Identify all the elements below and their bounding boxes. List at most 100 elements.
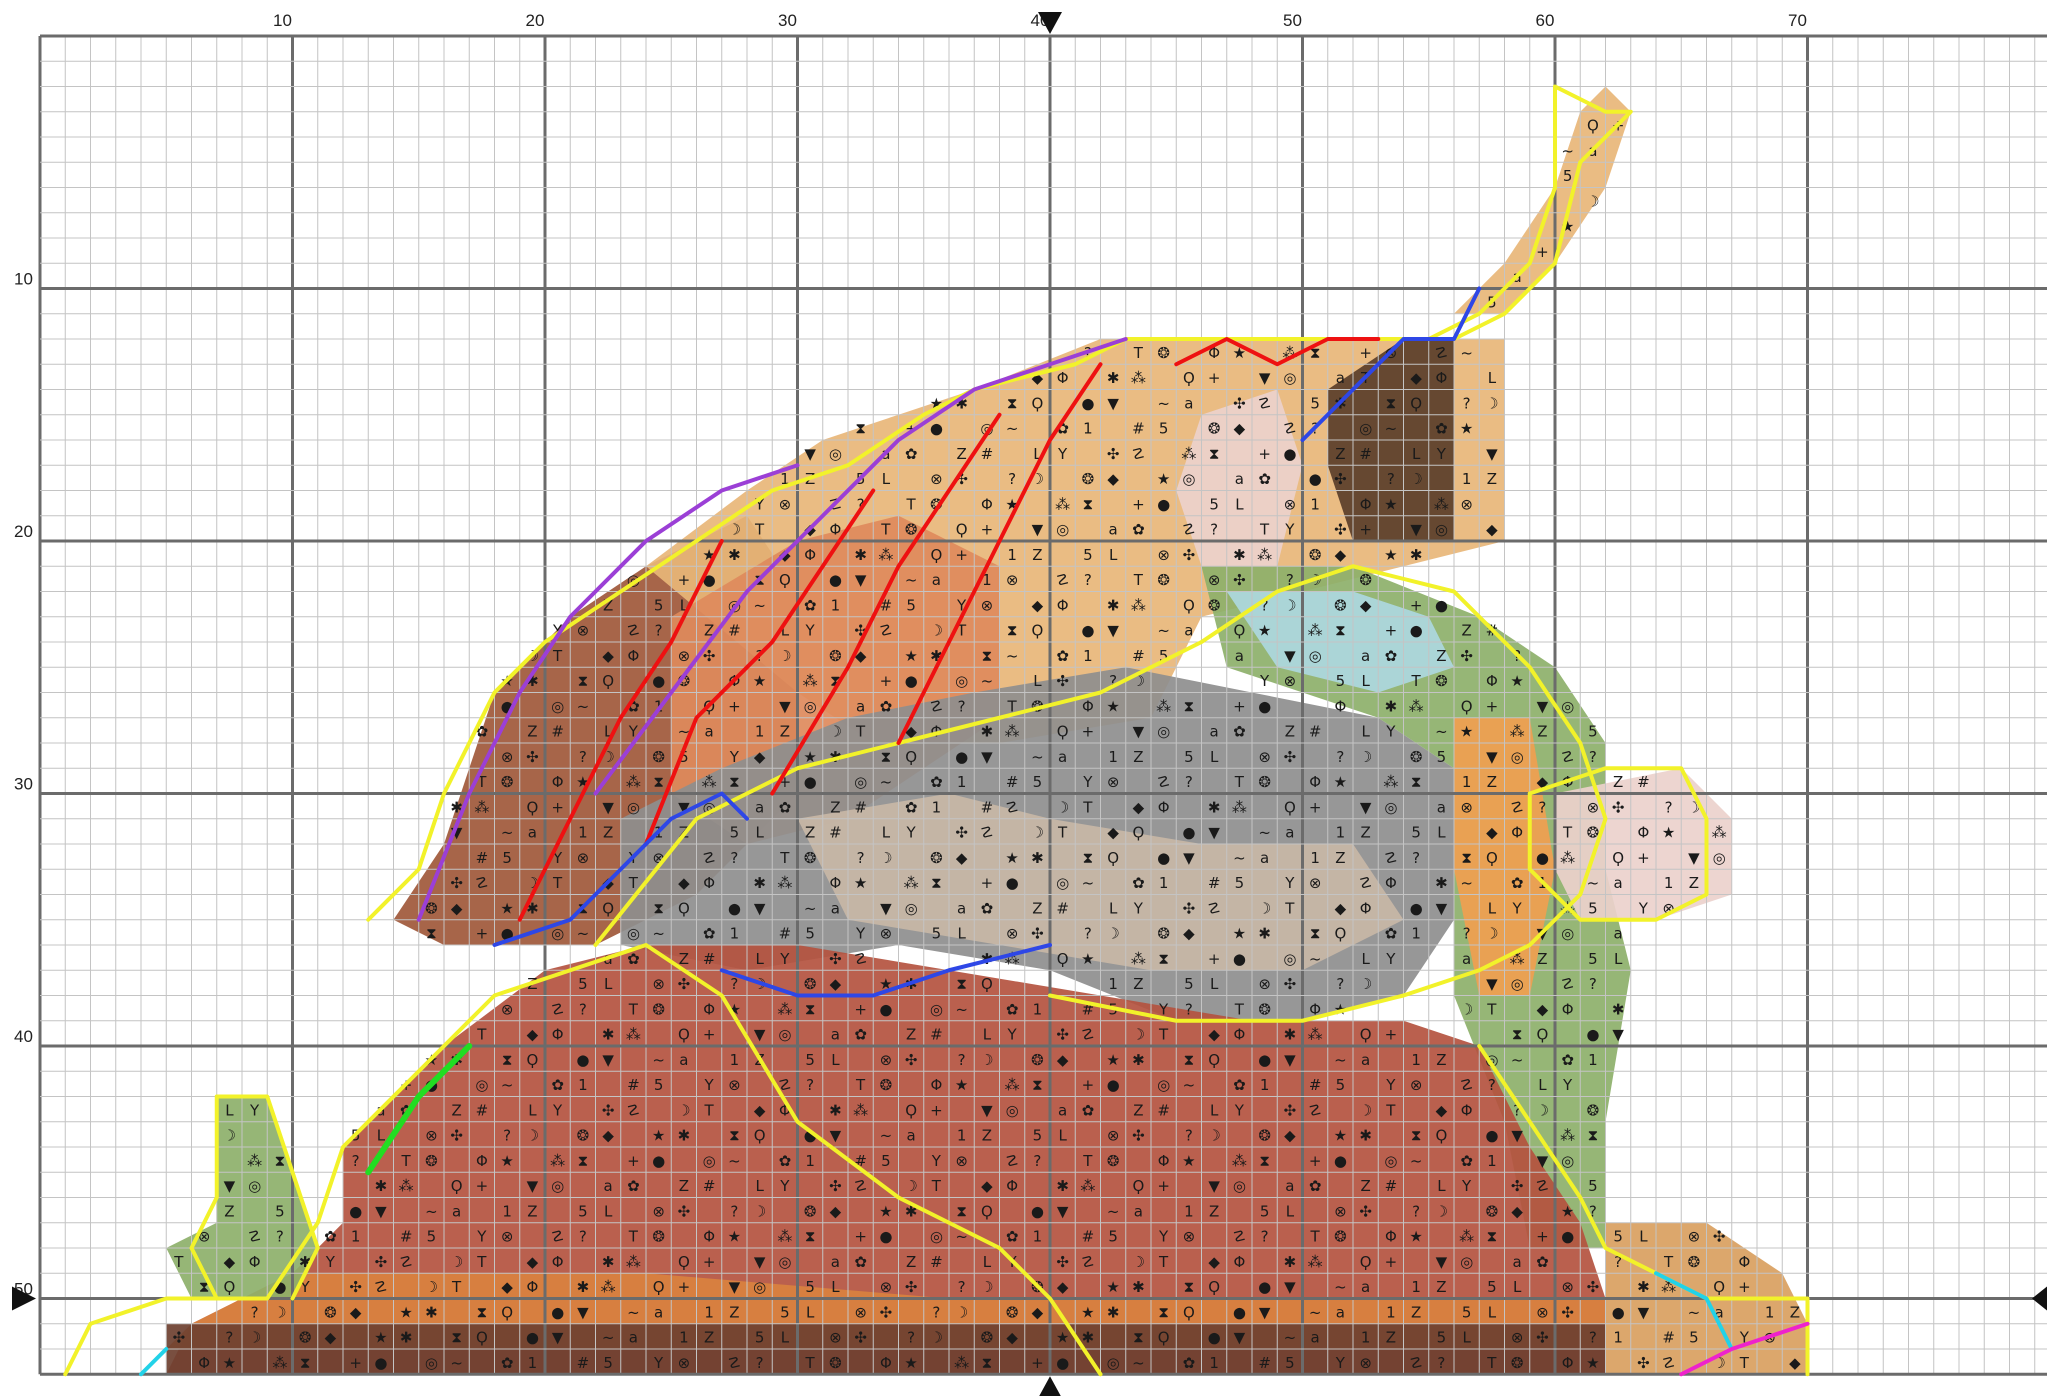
stitch-symbol: ✿ (1183, 1354, 1196, 1372)
stitch-symbol: 5 (654, 1076, 664, 1094)
stitch-symbol: Z (1133, 748, 1143, 766)
stitch-symbol: ◆ (501, 1278, 513, 1296)
stitch-symbol: L (1210, 748, 1219, 766)
stitch-symbol: ▼ (1436, 899, 1448, 917)
backstitch-cyan-2 (1654, 1271, 1734, 1351)
stitch-symbol: + (1031, 1354, 1044, 1372)
stitch-symbol: ? (1185, 1127, 1193, 1145)
stitch-symbol: ⧗ (1158, 1303, 1169, 1321)
stitch-symbol: ◎ (1460, 1253, 1473, 1271)
stitch-symbol: ★ (500, 899, 513, 917)
stitch-symbol: ~ (627, 1303, 640, 1321)
stitch-symbol: ◆ (981, 1177, 993, 1195)
stitch-symbol: ◎ (1182, 470, 1195, 488)
stitch-symbol: T (855, 723, 866, 741)
stitch-symbol: ☽ (980, 1051, 993, 1069)
stitch-symbol: ✿ (1233, 723, 1246, 741)
stitch-symbol: Y (552, 622, 563, 640)
stitch-symbol: ? (1210, 521, 1218, 539)
stitch-symbol: Ϙ (905, 748, 917, 766)
stitch-symbol: ☡ (627, 622, 640, 640)
stitch-symbol: L (1513, 1278, 1522, 1296)
stitch-symbol: Φ (1233, 1253, 1245, 1271)
stitch-symbol: ★ (1157, 470, 1170, 488)
stitch-symbol: ~ (1688, 1303, 1701, 1321)
stitch-symbol: Φ (1385, 874, 1397, 892)
stitch-symbol: ◆ (325, 1329, 337, 1347)
stitch-symbol: T (754, 521, 765, 539)
stitch-symbol: ✣ (1637, 1354, 1650, 1372)
stitch-symbol: ✿ (1132, 874, 1145, 892)
stitch-symbol: ⊗ (1511, 1329, 1524, 1347)
stitch-symbol: ☽ (930, 622, 943, 640)
stitch-symbol: 1 (502, 1202, 512, 1220)
stitch-symbol: a (1260, 849, 1269, 867)
stitch-symbol: 5 (1159, 647, 1169, 665)
stitch-symbol: ⧗ (1386, 394, 1397, 412)
stitch-symbol: ⊗ (1284, 495, 1297, 513)
stitch-symbol: Φ (1309, 1000, 1321, 1018)
stitch-symbol: 5 (1108, 1228, 1118, 1246)
stitch-symbol: ❂ (1157, 571, 1170, 589)
stitch-symbol: Ϙ (905, 1101, 917, 1119)
stitch-symbol: ❂ (1587, 824, 1600, 842)
stitch-symbol: ⊗ (880, 1278, 893, 1296)
stitch-symbol: ◎ (1713, 849, 1726, 867)
stitch-symbol: + (930, 1101, 943, 1119)
stitch-symbol: T (1562, 824, 1573, 842)
stitch-symbol: L (1437, 1177, 1446, 1195)
stitch-symbol: T (401, 1152, 412, 1170)
stitch-symbol: ✣ (375, 1253, 388, 1271)
stitch-symbol: ⊗ (1410, 1076, 1423, 1094)
stitch-symbol: + (349, 1354, 362, 1372)
blanket-red-region (166, 945, 1606, 1375)
stitch-symbol: ⁂ (399, 1177, 414, 1195)
stitch-symbol: ☡ (248, 1228, 261, 1246)
stitch-symbol: ◎ (1283, 950, 1296, 968)
stitch-symbol: ☡ (1409, 1354, 1422, 1372)
stitch-symbol: ⊗ (1688, 1228, 1701, 1246)
stitch-symbol: ★ (1510, 672, 1523, 690)
stitch-symbol: ☽ (1359, 1101, 1372, 1119)
stitch-symbol: L (1033, 445, 1042, 463)
stitch-symbol: ⁂ (1459, 1228, 1474, 1246)
stitch-symbol: ? (1084, 925, 1092, 943)
stitch-symbol: ▼ (830, 1127, 842, 1145)
stitch-symbol: ☽ (1106, 925, 1119, 943)
stitch-symbol: ? (1387, 470, 1395, 488)
stitch-symbol: ⁂ (954, 1354, 969, 1372)
backstitch-yellow-paw (1527, 766, 1709, 922)
stitch-symbol: ◆ (451, 899, 463, 917)
stitch-symbol: ⧗ (855, 420, 866, 438)
stitch-symbol: ? (655, 622, 663, 640)
stitch-symbol: ✣ (1284, 975, 1297, 993)
stitch-symbol: Φ (1057, 369, 1069, 387)
stitch-symbol: ⊗ (930, 470, 943, 488)
stitch-symbol: ⁂ (1131, 950, 1146, 968)
stitch-symbol: ⊗ (955, 1152, 968, 1170)
stitch-symbol: ✿ (880, 697, 893, 715)
stitch-symbol: ✱ (981, 723, 994, 741)
stitch-symbol: 5 (1437, 1329, 1447, 1347)
stitch-symbol: ~ (450, 1354, 463, 1372)
stitch-symbol: L (983, 1026, 992, 1044)
center-markers (12, 12, 2047, 1396)
stitch-symbol: a (1109, 521, 1118, 539)
stitch-symbol: ⧗ (1487, 1228, 1498, 1246)
stitch-symbol: ⁂ (1712, 824, 1727, 842)
stitch-symbol: ⁂ (1308, 1253, 1323, 1271)
stitch-symbol: ? (730, 849, 738, 867)
stitch-symbol: 5 (1588, 950, 1598, 968)
stitch-symbol: T (1411, 672, 1422, 690)
stitch-symbol: ~ (1334, 1278, 1347, 1296)
stitch-symbol: ◆ (1789, 1354, 1801, 1372)
stitch-symbol: Ϙ (1107, 849, 1119, 867)
stitch-symbol: ? (1109, 672, 1117, 690)
stitch-symbol: Z (1790, 1303, 1800, 1321)
stitch-symbol: + (1637, 849, 1650, 867)
stitch-symbol: + (981, 874, 994, 892)
stitch-symbol: ⧗ (199, 1278, 210, 1296)
stitch-symbol: ? (1463, 925, 1471, 943)
stitch-symbol: ~ (1460, 344, 1473, 362)
stitch-symbol: ⁂ (1005, 723, 1020, 741)
